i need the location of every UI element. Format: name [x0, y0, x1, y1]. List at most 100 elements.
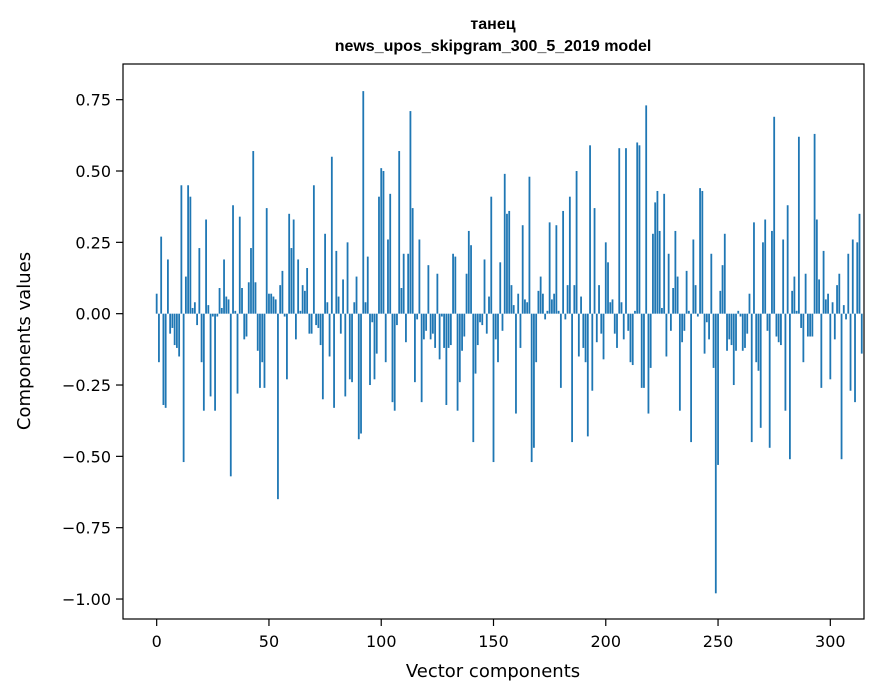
bar-287 — [800, 313, 803, 328]
bar-251 — [719, 290, 722, 314]
bar-261 — [741, 313, 744, 351]
bar-254 — [726, 313, 728, 351]
bar-255 — [728, 313, 731, 340]
bar-28 — [218, 288, 221, 314]
bar-165 — [526, 302, 529, 314]
bar-193 — [589, 145, 591, 314]
bar-164 — [524, 299, 526, 314]
bar-39 — [243, 313, 246, 340]
bar-252 — [721, 265, 724, 314]
bar-223 — [656, 190, 659, 314]
bar-224 — [658, 230, 661, 314]
bar-185 — [571, 313, 573, 443]
bar-82 — [339, 313, 342, 334]
bar-5 — [167, 259, 169, 314]
bar-286 — [797, 136, 800, 314]
bar-199 — [602, 313, 605, 360]
bar-215 — [638, 145, 641, 314]
bar-176 — [550, 299, 553, 314]
bar-192 — [586, 313, 589, 437]
bar-183 — [566, 285, 569, 314]
bar-203 — [611, 299, 614, 314]
bar-250 — [717, 313, 719, 465]
bar-309 — [849, 313, 852, 391]
bar-264 — [748, 293, 751, 314]
bar-93 — [364, 302, 367, 314]
bar-11 — [180, 185, 183, 314]
bar-79 — [333, 313, 335, 408]
bar-108 — [398, 151, 401, 314]
bar-133 — [454, 256, 457, 314]
bar-279 — [782, 239, 785, 314]
bar-96 — [371, 313, 374, 323]
bar-89 — [355, 276, 358, 314]
bar-104 — [389, 193, 392, 314]
bar-218 — [645, 105, 648, 314]
bar-43 — [252, 151, 255, 314]
bar-9 — [175, 313, 178, 348]
bar-46 — [259, 313, 261, 388]
bar-179 — [557, 310, 560, 314]
y-axis: 0.75 0.50 0.25 0.00 −0.25 −0.50 −0.75 −1.00 — [62, 91, 123, 609]
bar-100 — [380, 168, 383, 314]
bar-303 — [836, 285, 838, 314]
bar-238 — [690, 313, 692, 443]
bar-149 — [490, 196, 493, 314]
bar-34 — [232, 205, 234, 314]
bar-80 — [335, 250, 338, 314]
x-tick-label: 100 — [366, 632, 397, 651]
bar-234 — [681, 313, 684, 343]
bar-188 — [577, 313, 580, 357]
bar-270 — [762, 242, 764, 314]
bar-210 — [627, 313, 630, 331]
bar-123 — [431, 313, 434, 334]
bar-233 — [678, 313, 681, 411]
bar-205 — [616, 313, 618, 348]
bar-207 — [620, 302, 623, 314]
bar-59 — [288, 213, 291, 314]
bar-103 — [387, 239, 389, 314]
bar-187 — [575, 171, 578, 314]
bar-120 — [425, 313, 428, 331]
bar-168 — [533, 313, 535, 448]
bar-78 — [330, 156, 333, 314]
bar-260 — [739, 313, 742, 317]
bar-131 — [449, 313, 452, 346]
bar-105 — [391, 313, 394, 403]
bar-304 — [838, 273, 841, 314]
bar-68 — [308, 313, 311, 334]
bar-150 — [492, 313, 495, 463]
bar-56 — [281, 270, 284, 314]
bar-49 — [265, 208, 268, 314]
bar-55 — [279, 285, 282, 314]
bar-225 — [661, 307, 663, 314]
bar-177 — [553, 293, 556, 314]
bar-314 — [860, 313, 863, 354]
bar-208 — [622, 313, 625, 340]
bar-308 — [847, 253, 850, 314]
bar-45 — [256, 313, 259, 351]
bar-197 — [598, 285, 600, 314]
bar-180 — [559, 313, 562, 388]
bar-190 — [582, 313, 585, 348]
bar-174 — [546, 310, 549, 314]
bar-169 — [535, 313, 538, 363]
bar-70 — [312, 185, 315, 314]
y-tick-label: 0.00 — [75, 305, 111, 324]
bar-111 — [405, 313, 407, 343]
bar-292 — [811, 313, 814, 337]
bar-167 — [530, 313, 533, 463]
bar-232 — [676, 276, 679, 314]
bar-222 — [654, 202, 657, 314]
bar-139 — [467, 230, 470, 314]
bar-194 — [591, 313, 594, 391]
bar-30 — [223, 259, 225, 314]
bar-20 — [200, 313, 203, 363]
bar-253 — [723, 233, 726, 314]
bar-273 — [768, 313, 771, 448]
bar-211 — [629, 313, 632, 363]
bar-87 — [351, 313, 353, 383]
bar-305 — [840, 313, 843, 460]
bar-27 — [216, 313, 219, 317]
bar-143 — [476, 313, 479, 346]
